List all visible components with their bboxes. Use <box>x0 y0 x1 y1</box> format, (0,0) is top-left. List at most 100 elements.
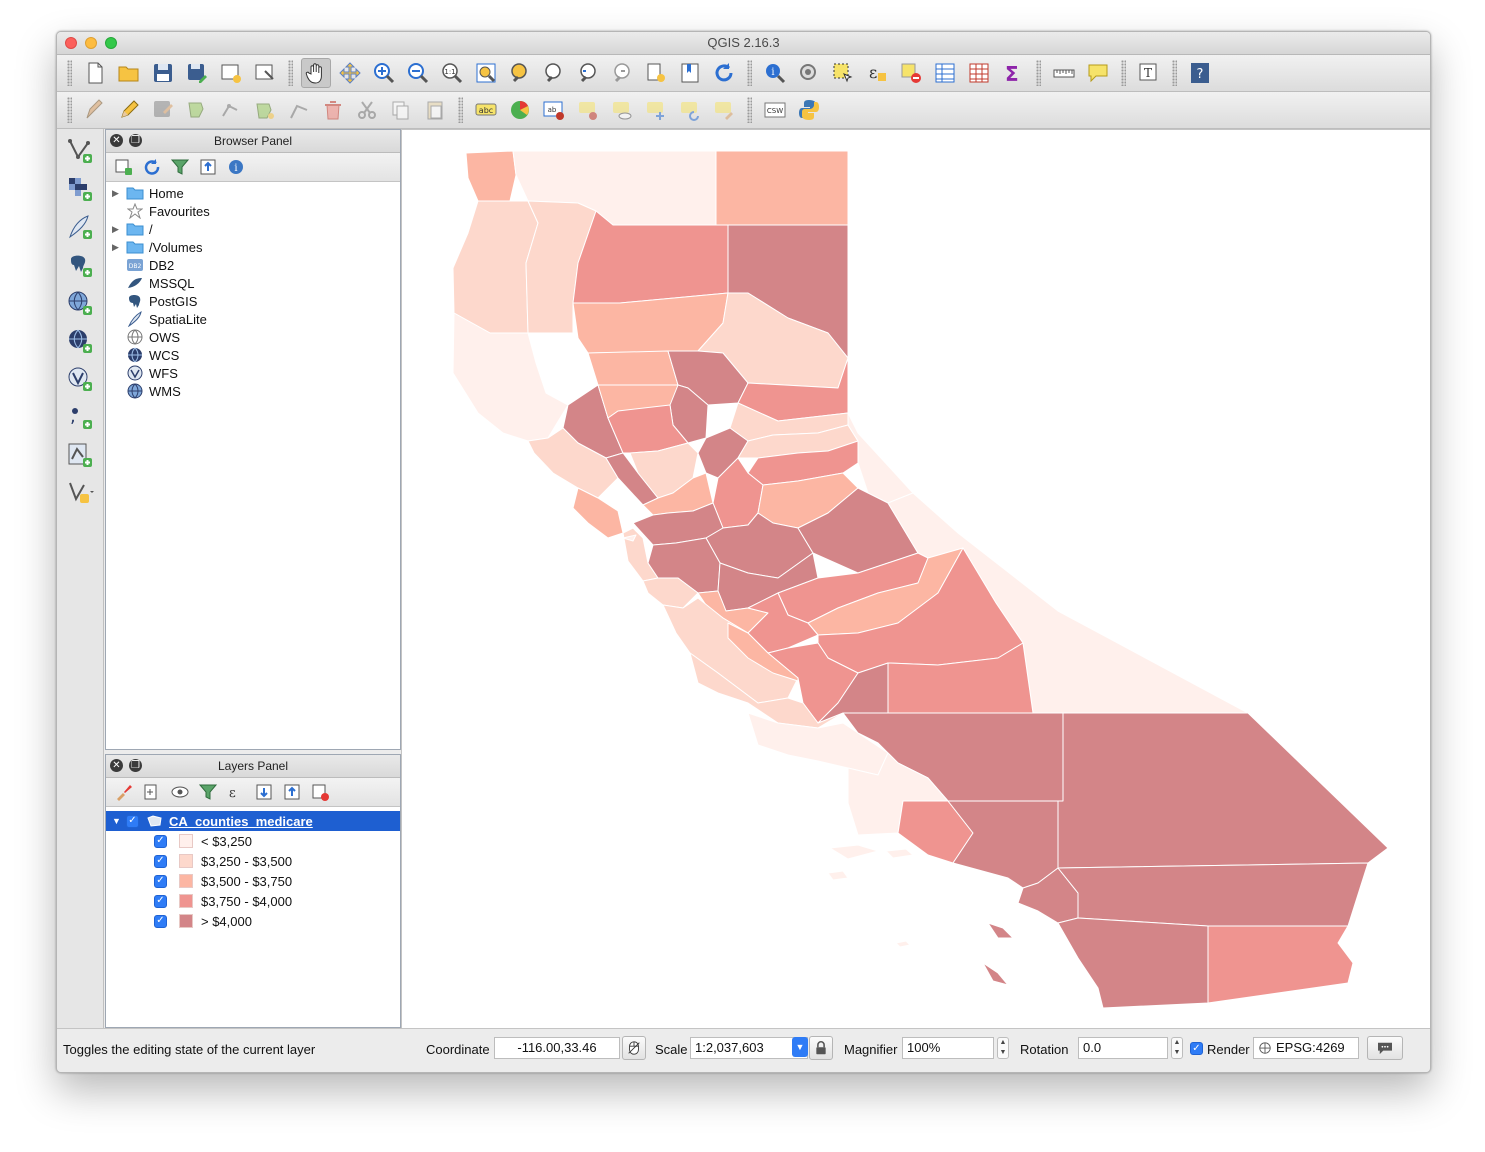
zoom-in-button[interactable] <box>369 58 399 88</box>
filter-by-expression-icon[interactable]: ε <box>226 782 246 802</box>
rotation-field[interactable]: 0.0 <box>1078 1037 1168 1059</box>
county-mendocino[interactable] <box>452 312 569 442</box>
zoom-full-button[interactable] <box>471 58 501 88</box>
toolbar-grip[interactable] <box>1036 60 1041 86</box>
text-annotation-button[interactable]: T <box>1134 58 1164 88</box>
show-hide-labels-button[interactable] <box>607 95 637 125</box>
show-bookmarks-button[interactable] <box>675 58 705 88</box>
toolbar-grip[interactable] <box>747 60 752 86</box>
copy-features-button[interactable] <box>386 95 416 125</box>
toolbar-grip[interactable] <box>458 97 463 123</box>
float-panel-button[interactable]: ❐ <box>129 134 142 147</box>
browser-item-wcs[interactable]: WCS <box>106 346 400 364</box>
toolbar-grip[interactable] <box>67 60 72 86</box>
zoom-last-button[interactable] <box>573 58 603 88</box>
layer-diagram-options-button[interactable] <box>505 95 535 125</box>
add-spatialite-layer-button[interactable] <box>62 209 98 245</box>
zoom-out-button[interactable] <box>403 58 433 88</box>
identify-features-button[interactable]: i <box>760 58 790 88</box>
remove-layer-icon[interactable] <box>310 782 330 802</box>
legend-class-row[interactable]: ✓ $3,500 - $3,750 <box>106 871 400 891</box>
collapse-all-icon[interactable] <box>282 782 302 802</box>
layer-visibility-checkbox[interactable]: ✓ <box>126 814 139 828</box>
county-del-norte[interactable] <box>465 150 517 202</box>
info-icon[interactable]: i <box>226 157 246 177</box>
composer-manager-button[interactable] <box>250 58 280 88</box>
legend-class-checkbox[interactable]: ✓ <box>154 894 167 908</box>
new-bookmark-button[interactable] <box>641 58 671 88</box>
split-parts-button[interactable] <box>284 95 314 125</box>
legend-class-row[interactable]: ✓ < $3,250 <box>106 831 400 851</box>
county-kings[interactable] <box>747 592 819 654</box>
select-features-button[interactable] <box>828 58 858 88</box>
county-imperial[interactable] <box>1207 925 1354 1004</box>
layer-labeling-options-button[interactable]: abc <box>471 95 501 125</box>
lock-scale-button[interactable] <box>809 1036 833 1060</box>
open-attribute-table-button[interactable] <box>930 58 960 88</box>
refresh-icon[interactable] <box>142 157 162 177</box>
legend-class-checkbox[interactable]: ✓ <box>154 854 167 868</box>
scale-field[interactable]: 1:2,037,603 <box>690 1037 808 1059</box>
open-project-button[interactable] <box>114 58 144 88</box>
toolbar-grip[interactable] <box>747 97 752 123</box>
delete-selected-button[interactable] <box>318 95 348 125</box>
crs-button[interactable]: EPSG:4269 <box>1253 1037 1359 1059</box>
close-panel-button[interactable]: ✕ <box>110 759 123 772</box>
paste-features-button[interactable] <box>420 95 450 125</box>
county-riverside[interactable] <box>1057 862 1369 927</box>
manage-visibility-icon[interactable] <box>170 782 190 802</box>
county-santa-cruz[interactable] <box>642 577 699 609</box>
messages-button[interactable] <box>1367 1036 1403 1060</box>
browser-item-wfs[interactable]: WFS <box>106 364 400 382</box>
magnifier-field[interactable]: 100% <box>902 1037 994 1059</box>
select-by-expression-button[interactable]: ε <box>862 58 892 88</box>
close-window-button[interactable] <box>65 37 77 49</box>
add-group-icon[interactable] <box>142 782 162 802</box>
zoom-to-layer-button[interactable] <box>539 58 569 88</box>
add-selected-layer-icon[interactable] <box>114 157 134 177</box>
close-panel-button[interactable]: ✕ <box>110 134 123 147</box>
toggle-extents-button[interactable] <box>622 1036 646 1060</box>
rotate-label-button[interactable] <box>675 95 705 125</box>
rotation-spinner[interactable]: ▲ ▼ <box>1171 1037 1183 1059</box>
legend-class-row[interactable]: ✓ $3,250 - $3,500 <box>106 851 400 871</box>
metasearch-csw-button[interactable]: CSW <box>760 95 790 125</box>
filter-icon[interactable] <box>170 157 190 177</box>
add-wcs-layer-button[interactable] <box>62 323 98 359</box>
browser-item-mssql[interactable]: MSSQL <box>106 274 400 292</box>
toolbar-grip[interactable] <box>67 97 72 123</box>
collapse-arrow-icon[interactable]: ▼ <box>112 816 121 826</box>
browser-item-[interactable]: ▶ / <box>106 220 400 238</box>
browser-item-favourites[interactable]: Favourites <box>106 202 400 220</box>
toolbar-grip[interactable] <box>288 60 293 86</box>
collapse-all-icon[interactable] <box>198 157 218 177</box>
legend-class-checkbox[interactable]: ✓ <box>154 914 167 928</box>
change-label-button[interactable] <box>709 95 739 125</box>
expand-all-icon[interactable] <box>254 782 274 802</box>
map-canvas[interactable] <box>401 129 1430 1030</box>
layer-row-ca-counties-medicare[interactable]: ▼ ✓ CA_counties_medicare <box>106 811 400 831</box>
python-console-button[interactable] <box>794 95 824 125</box>
new-vector-layer-dropdown-button[interactable] <box>62 475 98 511</box>
county-modoc[interactable] <box>715 150 849 226</box>
highlight-pinned-labels-button[interactable] <box>573 95 603 125</box>
measure-line-button[interactable] <box>1049 58 1079 88</box>
browser-item-home[interactable]: ▶ Home <box>106 184 400 202</box>
add-vector-layer-button[interactable] <box>62 133 98 169</box>
cut-features-button[interactable] <box>352 95 382 125</box>
browser-item-volumes[interactable]: ▶ /Volumes <box>106 238 400 256</box>
county-san-bernardino[interactable] <box>1057 712 1389 869</box>
new-project-button[interactable] <box>80 58 110 88</box>
county-marin[interactable] <box>572 487 624 539</box>
add-postgis-layer-button[interactable] <box>62 247 98 283</box>
zoom-next-button[interactable] <box>607 58 637 88</box>
toolbar-grip[interactable] <box>1172 60 1177 86</box>
browser-item-ows[interactable]: OWS <box>106 328 400 346</box>
minimize-window-button[interactable] <box>85 37 97 49</box>
toolbar-grip[interactable] <box>1121 60 1126 86</box>
county-san-diego[interactable] <box>1057 917 1209 1009</box>
browser-item-postgis[interactable]: PostGIS <box>106 292 400 310</box>
statistical-summary-button[interactable]: Σ <box>998 58 1028 88</box>
move-label-button[interactable] <box>641 95 671 125</box>
add-delimited-text-layer-button[interactable]: , <box>62 399 98 435</box>
